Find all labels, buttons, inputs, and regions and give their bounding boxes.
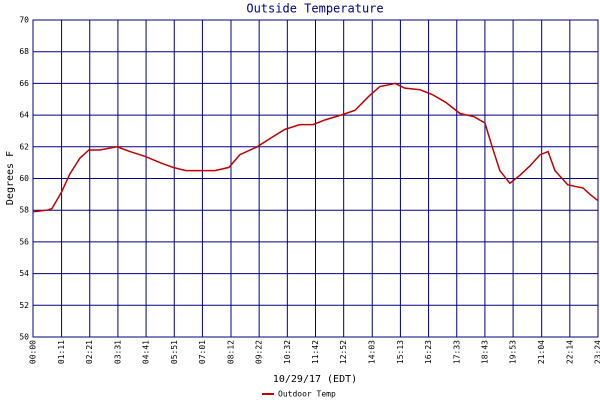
x-tick-label: 21:04	[537, 340, 546, 364]
y-tick-label: 70	[19, 16, 29, 25]
y-tick-label: 56	[19, 237, 29, 246]
x-tick-label: 15:13	[396, 340, 405, 364]
x-tick-label: 09:22	[255, 340, 264, 364]
y-axis-label: Degrees F	[5, 151, 16, 205]
x-tick-label: 12:52	[339, 340, 348, 364]
x-tick-label: 00:00	[29, 340, 38, 364]
x-axis-label: 10/29/17 (EDT)	[273, 374, 357, 385]
legend-label: Outdoor Temp	[278, 390, 336, 399]
x-tick-label: 02:21	[85, 340, 94, 364]
x-tick-label: 14:03	[368, 340, 377, 364]
x-tick-label: 07:01	[198, 340, 207, 364]
y-tick-label: 50	[19, 333, 29, 342]
y-tick-label: 66	[19, 79, 29, 88]
x-tick-label: 16:23	[424, 340, 433, 364]
x-tick-label: 04:41	[142, 340, 151, 364]
x-tick-label: 08:12	[226, 340, 235, 364]
y-tick-label: 60	[19, 174, 29, 183]
chart-title: Outside Temperature	[246, 2, 383, 16]
series-line	[32, 82, 599, 213]
x-tick-label: 11:42	[311, 340, 320, 364]
x-tick-label: 23:24	[594, 340, 600, 364]
y-tick-label: 68	[19, 47, 29, 56]
x-tick-label: 18:43	[480, 340, 489, 364]
y-tick-label: 62	[19, 142, 29, 151]
x-tick-label: 03:31	[113, 340, 122, 364]
x-tick-label: 10:32	[283, 340, 292, 364]
x-tick-label: 05:51	[170, 340, 179, 364]
x-tick-label: 17:33	[452, 340, 461, 364]
x-tick-label: 01:11	[57, 340, 66, 364]
y-tick-label: 58	[19, 206, 29, 215]
y-tick-label: 64	[19, 111, 29, 120]
x-tick-label: 22:14	[565, 340, 574, 364]
y-tick-label: 54	[19, 269, 29, 278]
x-tick-label: 19:53	[509, 340, 518, 364]
y-tick-label: 52	[19, 301, 29, 310]
